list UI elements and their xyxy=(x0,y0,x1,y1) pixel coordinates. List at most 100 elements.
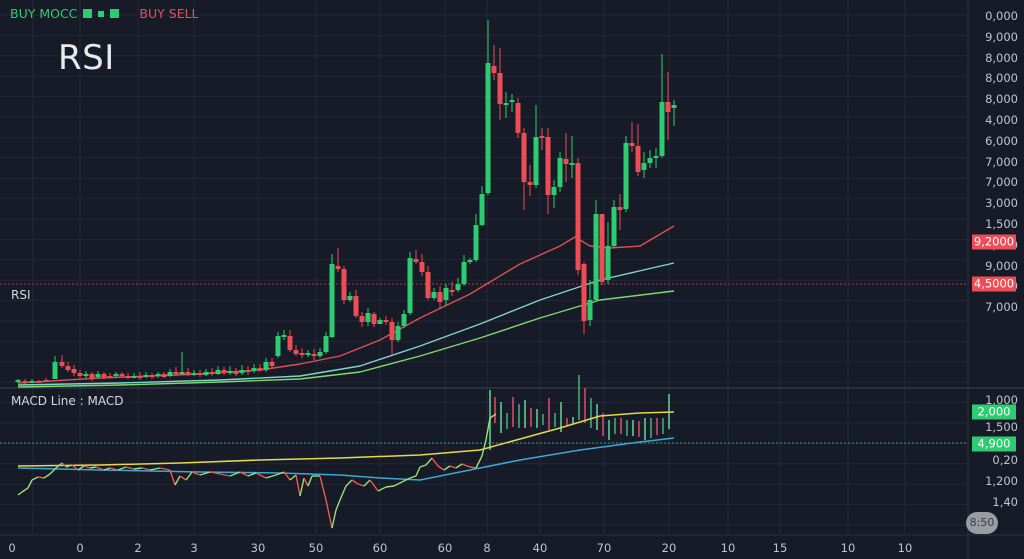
rsi-pane-label: RSI xyxy=(11,288,31,302)
candle-body xyxy=(15,380,21,382)
macd-line-segment xyxy=(77,465,85,471)
candle-body xyxy=(155,374,161,376)
candle-body xyxy=(149,375,155,377)
candle-body xyxy=(617,207,623,210)
candle-body xyxy=(659,102,665,156)
macd-line-segment xyxy=(117,466,127,471)
candle-body xyxy=(43,380,49,382)
candle-body xyxy=(431,292,437,298)
candle-body xyxy=(461,262,467,284)
candle-body xyxy=(569,163,575,165)
ma-cyan-line xyxy=(17,262,675,386)
candle-body xyxy=(107,376,113,378)
candle-body xyxy=(449,290,455,292)
macd-line-segment xyxy=(49,467,57,475)
price-axis-label: 8,000 xyxy=(985,50,1018,65)
candle-body xyxy=(293,350,299,354)
candle-body xyxy=(611,207,617,246)
price-axis-label: 7,000 xyxy=(985,175,1018,190)
macd-line-segment xyxy=(325,499,333,529)
candle-body xyxy=(521,133,527,182)
candle-body xyxy=(419,262,425,272)
macd-line-segment xyxy=(27,479,33,489)
macd-line-segment xyxy=(485,417,491,441)
legend-buy-label[interactable]: BUY MOCC xyxy=(10,6,78,21)
legend-sell-label[interactable]: BUY SELL xyxy=(139,6,199,21)
candle-body xyxy=(365,313,371,322)
candle-body xyxy=(629,143,635,146)
macd-line-segment xyxy=(461,463,471,468)
candle-body xyxy=(497,73,503,104)
macd-line-segment xyxy=(489,413,497,419)
macd-line-segment xyxy=(289,474,297,481)
macd-line-segment xyxy=(369,479,379,492)
time-axis-label: 60 xyxy=(437,541,453,555)
candle-body xyxy=(263,362,269,370)
price-axis-label: 9,000 xyxy=(985,258,1018,273)
candle-body xyxy=(395,326,401,340)
macd-line-segment xyxy=(61,462,67,468)
candle-body xyxy=(83,374,89,376)
macd-axis-label: 1,000 xyxy=(985,393,1018,407)
candle-body xyxy=(503,103,509,105)
macd-pane-label: MACD Line : MACD xyxy=(11,394,124,408)
candle-body xyxy=(233,371,239,374)
macd-line-segment xyxy=(409,475,417,479)
time-axis-label: 40 xyxy=(532,541,548,555)
candle-body xyxy=(539,136,545,138)
time-axis-label: 60 xyxy=(372,541,388,555)
time-axis-label: 10 xyxy=(840,541,856,555)
macd-line-segment xyxy=(191,471,201,476)
macd-line-segment xyxy=(65,464,73,468)
macd-line-segment xyxy=(357,483,365,487)
macd-line-segment xyxy=(95,466,105,471)
candle-body xyxy=(605,246,611,280)
macd-line-segment xyxy=(103,467,111,471)
candle-body xyxy=(119,374,125,376)
macd-line-segment xyxy=(43,473,51,479)
price-axis-label: 0,000 xyxy=(985,9,1018,23)
candle-body xyxy=(359,316,365,322)
candle-body xyxy=(425,272,431,298)
macd-line-segment xyxy=(469,466,477,469)
macd-line-segment xyxy=(21,487,29,493)
macd-line-segment xyxy=(299,477,305,497)
candle-body xyxy=(635,146,641,172)
candle-body xyxy=(575,163,581,270)
macd-line-segment xyxy=(345,479,353,487)
macd-axis-label: 0,20 xyxy=(992,453,1018,467)
candle-body xyxy=(52,362,58,379)
macd-line-segment xyxy=(185,471,193,481)
candle-body xyxy=(323,336,329,352)
candle-body xyxy=(275,336,281,356)
macd-axis-label: 1,500 xyxy=(985,420,1018,434)
macd-line-segment xyxy=(247,472,257,477)
scroll-to-realtime-button[interactable]: 8:50 xyxy=(966,512,998,534)
candle-body xyxy=(587,300,593,320)
candle-body xyxy=(143,375,149,377)
candle-body xyxy=(437,292,443,302)
candle-body xyxy=(95,374,101,377)
candle-body xyxy=(455,284,461,290)
macd-axis-label: 1,40 xyxy=(992,495,1018,509)
macd-line-segment xyxy=(455,463,463,469)
macd-line-segment xyxy=(219,473,231,477)
candle-body xyxy=(371,314,377,324)
candle-body xyxy=(245,370,251,372)
candle-body xyxy=(179,372,185,374)
price-axis-label: 8,000 xyxy=(985,92,1018,107)
macd-line-segment xyxy=(275,471,285,476)
time-axis-label: 70 xyxy=(596,541,612,555)
candle-body xyxy=(36,381,42,383)
macd-line-segment xyxy=(335,499,341,511)
price-tag: 4,900 xyxy=(972,436,1016,452)
macd-line-segment xyxy=(239,471,249,477)
time-axis-label: 0 xyxy=(76,541,84,555)
macd-slow-line xyxy=(17,411,675,467)
candle-body xyxy=(197,373,203,375)
candle-body xyxy=(491,66,497,73)
candle-body xyxy=(311,354,317,356)
candle-body xyxy=(65,366,71,370)
candle-body xyxy=(653,156,659,158)
